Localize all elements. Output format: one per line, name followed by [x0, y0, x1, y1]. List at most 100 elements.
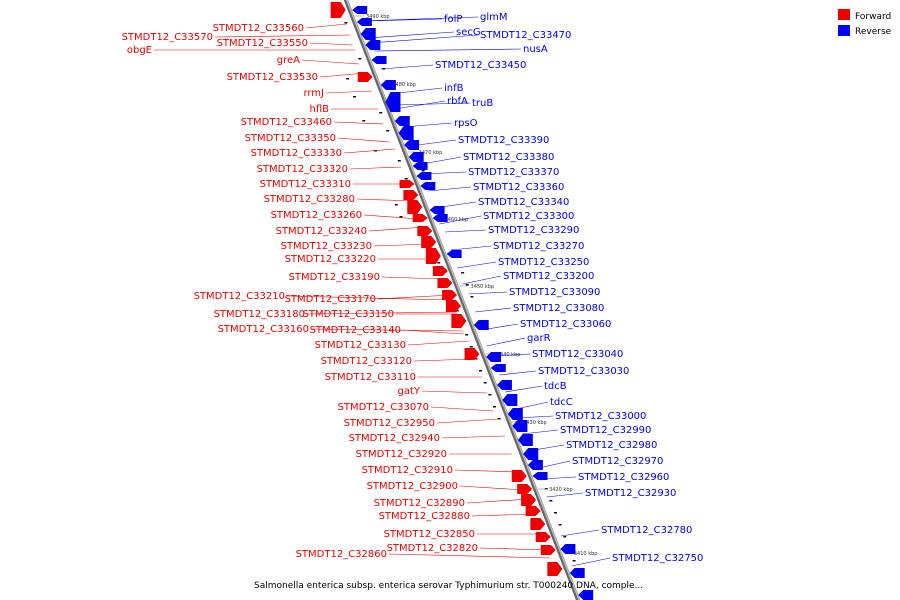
leader-line — [343, 148, 396, 154]
reverse-gene-label: STMDT12_C33090 — [509, 287, 600, 298]
reverse-gene — [502, 394, 518, 406]
reverse-gene-label: folP — [444, 14, 462, 25]
position-mark — [344, 22, 348, 24]
forward-gene — [464, 348, 480, 360]
reverse-gene-label: STMDT12_C33380 — [463, 152, 554, 163]
leader-line — [301, 59, 360, 65]
reverse-gene — [446, 250, 462, 258]
reverse-gene — [569, 568, 585, 578]
reverse-gene-label: STMDT12_C33450 — [435, 60, 526, 71]
forward-gene-label: STMDT12_C33350 — [245, 133, 336, 144]
position-mark — [474, 358, 478, 360]
forward-gene-label: STMDT12_C33330 — [251, 148, 342, 159]
forward-gene-label: STMDT12_C32880 — [379, 511, 470, 522]
forward-gene — [535, 532, 551, 542]
leader-line — [373, 243, 432, 247]
forward-gene-label: STMDT12_C32890 — [374, 498, 465, 509]
leader-line — [441, 435, 506, 439]
position-mark — [558, 524, 562, 526]
forward-gene-label: STMDT12_C33140 — [310, 325, 401, 336]
reverse-gene-label: secG — [456, 27, 481, 38]
leader-line — [368, 31, 455, 39]
leader-line — [475, 307, 512, 313]
position-mark — [479, 370, 483, 372]
leader-line — [444, 229, 487, 233]
leader-line — [454, 469, 518, 473]
leader-line — [468, 291, 508, 295]
legend-forward-label: Forward — [855, 12, 891, 22]
position-mark — [397, 160, 401, 162]
forward-gene-label: STMDT12_C33460 — [241, 117, 332, 128]
leader-line — [389, 87, 443, 95]
leader-line — [305, 23, 347, 29]
leader-line — [422, 171, 467, 175]
reverse-gene-label: STMDT12_C32980 — [566, 440, 657, 451]
forward-gene-label: STMDT12_C32950 — [344, 418, 435, 429]
label-leader-lines — [154, 16, 611, 567]
legend-forward-swatch — [838, 9, 850, 20]
reverse-gene — [578, 590, 594, 600]
position-mark — [469, 346, 473, 348]
position-mark — [362, 120, 366, 122]
forward-gene-label: STMDT12_C33560 — [213, 23, 304, 34]
leader-line — [356, 198, 413, 202]
position-mark — [455, 310, 459, 312]
leader-line — [462, 275, 502, 285]
forward-gene — [547, 562, 563, 576]
leader-line — [499, 370, 537, 376]
leader-line — [439, 215, 482, 225]
forward-gene-label: STMDT12_C33130 — [315, 340, 406, 351]
forward-gene-label: hflB — [310, 104, 330, 115]
leader-line — [410, 139, 457, 147]
forward-gene-label: STMDT12_C33160 — [218, 324, 309, 335]
position-mark — [461, 272, 465, 274]
reverse-gene — [356, 18, 372, 26]
forward-gene — [432, 266, 448, 276]
position-mark — [437, 262, 441, 264]
leader-line — [511, 401, 549, 411]
position-mark — [549, 500, 553, 502]
forward-gene — [437, 278, 453, 288]
reverse-gene — [385, 92, 401, 112]
reverse-gene-label: STMDT12_C33340 — [478, 197, 569, 208]
leader-line — [374, 48, 522, 52]
leader-line — [407, 340, 470, 346]
leader-line — [337, 137, 390, 143]
forward-gene-label: STMDT12_C32910 — [362, 465, 453, 476]
reverse-gene — [496, 380, 512, 390]
position-mark — [379, 112, 383, 114]
forward-gene-label: STMDT12_C33310 — [260, 179, 351, 190]
forward-gene — [425, 248, 441, 264]
reverse-gene-label: STMDT12_C32750 — [612, 553, 703, 564]
reverse-gene-label: STMDT12_C33250 — [498, 257, 589, 268]
reverse-gene-label: tdcB — [544, 381, 567, 392]
position-mark — [346, 78, 350, 80]
forward-gene — [412, 214, 428, 222]
forward-gene — [421, 236, 437, 248]
leader-line — [403, 122, 453, 128]
reverse-gene — [486, 352, 502, 362]
position-mark — [572, 560, 576, 562]
forward-gene — [530, 518, 546, 530]
reverse-gene — [473, 320, 489, 330]
reverse-gene-label: STMDT12_C32990 — [560, 425, 651, 436]
forward-gene-label: rrmJ — [303, 88, 324, 99]
forward-gene-label: STMDT12_C33240 — [276, 226, 367, 237]
reverse-gene-label: garR — [527, 333, 551, 344]
reverse-gene — [371, 56, 387, 64]
forward-gene-label: STMDT12_C32850 — [384, 529, 475, 540]
reverse-gene-label: nusA — [523, 44, 548, 55]
forward-gene — [407, 200, 423, 214]
reverse-gene-label: STMDT12_C32780 — [601, 525, 692, 536]
leader-line — [388, 553, 551, 559]
leader-line — [362, 16, 479, 22]
position-mark — [421, 170, 425, 172]
legend-reverse-swatch — [838, 25, 850, 36]
reverse-gene-label: STMDT12_C33080 — [513, 303, 604, 314]
reverse-gene — [490, 364, 506, 372]
leader-line — [402, 329, 464, 335]
reverse-gene — [398, 126, 414, 140]
leader-line — [481, 323, 519, 331]
leader-line — [310, 328, 464, 332]
